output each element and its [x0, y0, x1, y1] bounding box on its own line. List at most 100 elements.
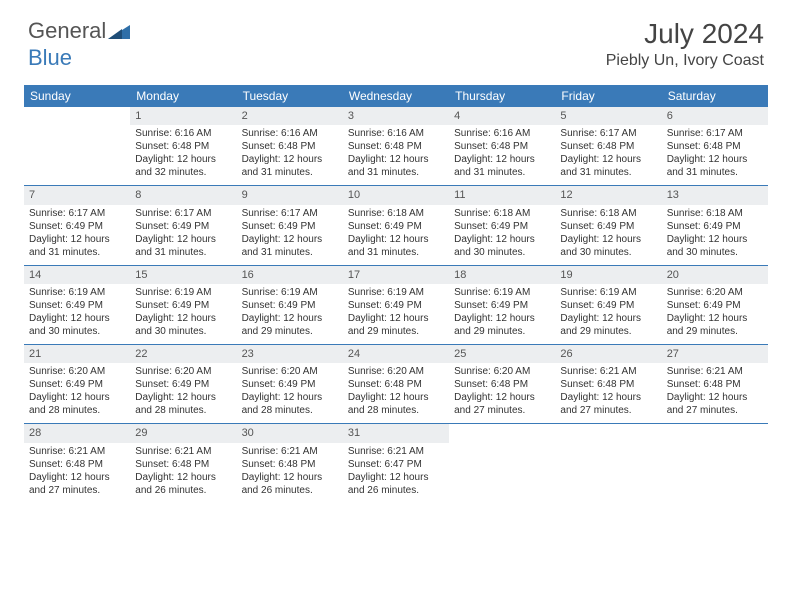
- sunrise-text: Sunrise: 6:21 AM: [135, 445, 231, 458]
- daylight-text-1: Daylight: 12 hours: [242, 233, 338, 246]
- sunrise-text: Sunrise: 6:21 AM: [560, 365, 656, 378]
- calendar-cell: 20Sunrise: 6:20 AMSunset: 6:49 PMDayligh…: [662, 266, 768, 345]
- calendar-cell: [449, 424, 555, 502]
- calendar-cell: 28Sunrise: 6:21 AMSunset: 6:48 PMDayligh…: [24, 424, 130, 502]
- calendar-week: 7Sunrise: 6:17 AMSunset: 6:49 PMDaylight…: [24, 186, 768, 265]
- day-details: Sunrise: 6:20 AMSunset: 6:49 PMDaylight:…: [24, 363, 130, 423]
- sunset-text: Sunset: 6:48 PM: [135, 458, 231, 471]
- daylight-text-1: Daylight: 12 hours: [242, 153, 338, 166]
- daylight-text-2: and 29 minutes.: [242, 325, 338, 338]
- sunset-text: Sunset: 6:49 PM: [135, 299, 231, 312]
- daylight-text-1: Daylight: 12 hours: [454, 233, 550, 246]
- sunset-text: Sunset: 6:48 PM: [242, 140, 338, 153]
- daylight-text-1: Daylight: 12 hours: [135, 233, 231, 246]
- sunrise-text: Sunrise: 6:21 AM: [242, 445, 338, 458]
- daylight-text-2: and 31 minutes.: [242, 166, 338, 179]
- daylight-text-2: and 30 minutes.: [135, 325, 231, 338]
- daylight-text-2: and 31 minutes.: [348, 166, 444, 179]
- day-number: 25: [449, 345, 555, 363]
- day-details: Sunrise: 6:16 AMSunset: 6:48 PMDaylight:…: [130, 125, 236, 185]
- daylight-text-1: Daylight: 12 hours: [560, 391, 656, 404]
- sunrise-text: Sunrise: 6:19 AM: [29, 286, 125, 299]
- sunrise-text: Sunrise: 6:19 AM: [135, 286, 231, 299]
- day-details: Sunrise: 6:21 AMSunset: 6:48 PMDaylight:…: [130, 443, 236, 503]
- day-number: 10: [343, 186, 449, 204]
- sunset-text: Sunset: 6:48 PM: [667, 378, 763, 391]
- day-number: 19: [555, 266, 661, 284]
- sunset-text: Sunset: 6:49 PM: [454, 220, 550, 233]
- day-number: 5: [555, 107, 661, 125]
- sunset-text: Sunset: 6:49 PM: [29, 299, 125, 312]
- daylight-text-2: and 30 minutes.: [29, 325, 125, 338]
- day-number: 22: [130, 345, 236, 363]
- daylight-text-1: Daylight: 12 hours: [135, 153, 231, 166]
- sunset-text: Sunset: 6:48 PM: [560, 140, 656, 153]
- sunset-text: Sunset: 6:48 PM: [135, 140, 231, 153]
- day-details: Sunrise: 6:17 AMSunset: 6:49 PMDaylight:…: [24, 205, 130, 265]
- day-number: 29: [130, 424, 236, 442]
- daylight-text-2: and 29 minutes.: [454, 325, 550, 338]
- sunset-text: Sunset: 6:49 PM: [29, 220, 125, 233]
- daylight-text-2: and 31 minutes.: [454, 166, 550, 179]
- daylight-text-1: Daylight: 12 hours: [135, 312, 231, 325]
- day-number: 9: [237, 186, 343, 204]
- daylight-text-2: and 31 minutes.: [560, 166, 656, 179]
- daylight-text-2: and 31 minutes.: [667, 166, 763, 179]
- sunset-text: Sunset: 6:48 PM: [667, 140, 763, 153]
- day-header: Saturday: [662, 85, 768, 107]
- sunset-text: Sunset: 6:48 PM: [454, 378, 550, 391]
- calendar-cell: 21Sunrise: 6:20 AMSunset: 6:49 PMDayligh…: [24, 345, 130, 424]
- sunrise-text: Sunrise: 6:20 AM: [242, 365, 338, 378]
- calendar-cell: 10Sunrise: 6:18 AMSunset: 6:49 PMDayligh…: [343, 186, 449, 265]
- day-number: 6: [662, 107, 768, 125]
- calendar-table: SundayMondayTuesdayWednesdayThursdayFrid…: [24, 85, 768, 502]
- calendar-cell: 13Sunrise: 6:18 AMSunset: 6:49 PMDayligh…: [662, 186, 768, 265]
- calendar-cell: 11Sunrise: 6:18 AMSunset: 6:49 PMDayligh…: [449, 186, 555, 265]
- daylight-text-2: and 29 minutes.: [667, 325, 763, 338]
- daylight-text-2: and 30 minutes.: [667, 246, 763, 259]
- daylight-text-1: Daylight: 12 hours: [29, 471, 125, 484]
- day-details: Sunrise: 6:21 AMSunset: 6:48 PMDaylight:…: [662, 363, 768, 423]
- daylight-text-2: and 26 minutes.: [242, 484, 338, 497]
- day-number: 7: [24, 186, 130, 204]
- daylight-text-2: and 28 minutes.: [348, 404, 444, 417]
- day-details: Sunrise: 6:17 AMSunset: 6:49 PMDaylight:…: [237, 205, 343, 265]
- sunset-text: Sunset: 6:49 PM: [667, 299, 763, 312]
- daylight-text-1: Daylight: 12 hours: [348, 391, 444, 404]
- day-header: Friday: [555, 85, 661, 107]
- calendar-cell: 29Sunrise: 6:21 AMSunset: 6:48 PMDayligh…: [130, 424, 236, 502]
- day-header: Monday: [130, 85, 236, 107]
- daylight-text-1: Daylight: 12 hours: [29, 391, 125, 404]
- calendar-cell: 9Sunrise: 6:17 AMSunset: 6:49 PMDaylight…: [237, 186, 343, 265]
- day-details: Sunrise: 6:17 AMSunset: 6:49 PMDaylight:…: [130, 205, 236, 265]
- day-details: Sunrise: 6:20 AMSunset: 6:48 PMDaylight:…: [343, 363, 449, 423]
- day-header: Wednesday: [343, 85, 449, 107]
- daylight-text-1: Daylight: 12 hours: [454, 391, 550, 404]
- daylight-text-1: Daylight: 12 hours: [135, 391, 231, 404]
- sunrise-text: Sunrise: 6:19 AM: [454, 286, 550, 299]
- sunset-text: Sunset: 6:49 PM: [348, 299, 444, 312]
- daylight-text-2: and 32 minutes.: [135, 166, 231, 179]
- day-number: 13: [662, 186, 768, 204]
- sunset-text: Sunset: 6:49 PM: [135, 378, 231, 391]
- day-header: Sunday: [24, 85, 130, 107]
- daylight-text-1: Daylight: 12 hours: [348, 471, 444, 484]
- daylight-text-2: and 26 minutes.: [135, 484, 231, 497]
- sunrise-text: Sunrise: 6:20 AM: [454, 365, 550, 378]
- day-details: Sunrise: 6:18 AMSunset: 6:49 PMDaylight:…: [343, 205, 449, 265]
- calendar-header-row: SundayMondayTuesdayWednesdayThursdayFrid…: [24, 85, 768, 107]
- daylight-text-1: Daylight: 12 hours: [560, 153, 656, 166]
- calendar-cell: 4Sunrise: 6:16 AMSunset: 6:48 PMDaylight…: [449, 107, 555, 186]
- location-label: Piebly Un, Ivory Coast: [606, 52, 764, 70]
- brand-name-part2: Blue: [28, 45, 72, 70]
- sunset-text: Sunset: 6:49 PM: [242, 220, 338, 233]
- sunset-text: Sunset: 6:49 PM: [454, 299, 550, 312]
- sunset-text: Sunset: 6:47 PM: [348, 458, 444, 471]
- day-number: 18: [449, 266, 555, 284]
- daylight-text-2: and 31 minutes.: [348, 246, 444, 259]
- calendar-cell: 1Sunrise: 6:16 AMSunset: 6:48 PMDaylight…: [130, 107, 236, 186]
- day-number: 24: [343, 345, 449, 363]
- sunset-text: Sunset: 6:49 PM: [560, 220, 656, 233]
- daylight-text-2: and 30 minutes.: [560, 246, 656, 259]
- calendar-cell: 24Sunrise: 6:20 AMSunset: 6:48 PMDayligh…: [343, 345, 449, 424]
